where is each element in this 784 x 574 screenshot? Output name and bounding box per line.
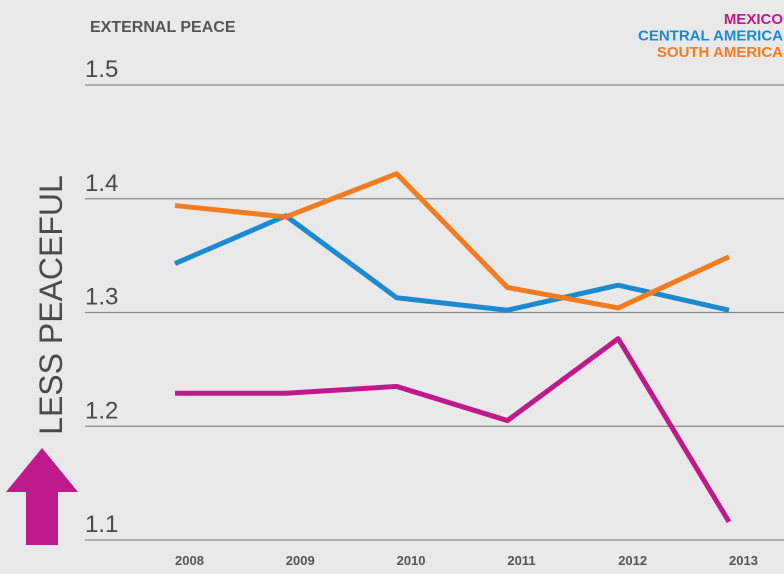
y-tick-label: 1.5 — [85, 56, 118, 83]
x-tick-label: 2010 — [397, 553, 426, 568]
series-line — [174, 213, 730, 313]
x-tick-label: 2008 — [175, 553, 204, 568]
chart-title: EXTERNAL PEACE — [90, 19, 236, 36]
y-tick-label: 1.2 — [85, 397, 118, 424]
legend-entry: MEXICO — [724, 11, 784, 28]
arrow-icon — [6, 448, 78, 545]
y-tick-label: 1.4 — [85, 170, 118, 197]
y-axis-label: LESS PEACEFUL — [33, 175, 69, 435]
series-line — [175, 336, 732, 524]
series-line — [174, 171, 731, 311]
legend-entry: CENTRAL AMERICA — [638, 28, 783, 45]
x-tick-label: 2009 — [286, 553, 315, 568]
legend-entry: SOUTH AMERICA — [657, 44, 783, 61]
x-tick-label: 2011 — [507, 553, 535, 568]
y-tick-label: 1.1 — [85, 511, 118, 538]
x-tick-label: 2012 — [618, 553, 647, 568]
x-tick-label: 2013 — [729, 553, 758, 568]
y-tick-label: 1.3 — [85, 284, 118, 311]
